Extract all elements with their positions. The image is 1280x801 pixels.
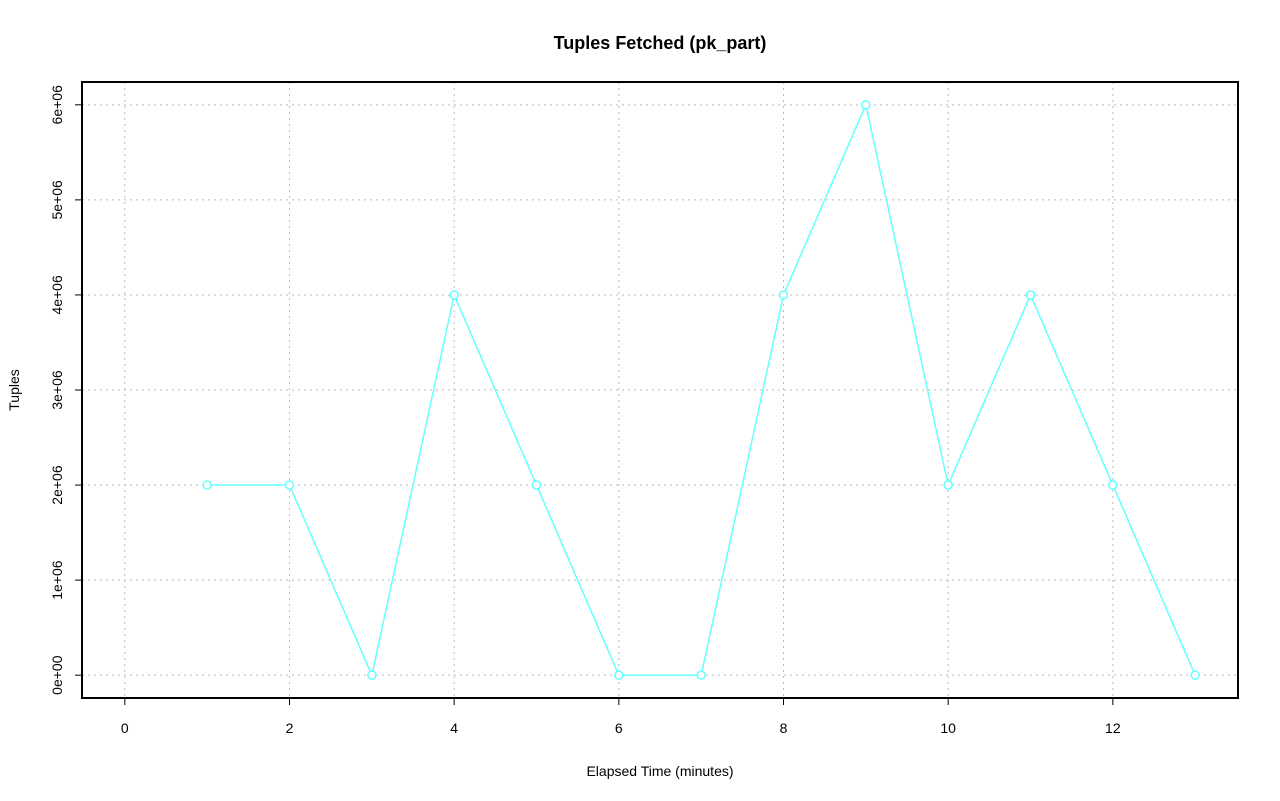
data-point [449, 290, 459, 300]
x-tick-label: 12 [1105, 720, 1121, 736]
data-point [861, 100, 871, 110]
data-point [1190, 670, 1200, 680]
plot-frame [81, 81, 1239, 699]
x-tick-label: 8 [780, 720, 788, 736]
y-tick-label: 3e+06 [49, 370, 65, 410]
data-point [284, 480, 295, 490]
data-point [778, 290, 789, 300]
x-tick-label: 10 [940, 720, 956, 736]
data-point [1025, 290, 1036, 300]
data-point [367, 670, 377, 680]
x-tick-label: 2 [286, 720, 294, 736]
y-tick-label: 0e+00 [49, 655, 65, 695]
data-point [943, 480, 953, 490]
data-point [202, 480, 212, 490]
x-tick-label: 0 [121, 720, 129, 736]
y-axis-label: Tuples [6, 369, 22, 411]
chart-title: Tuples Fetched (pk_part) [554, 33, 767, 53]
y-tick-label: 6e+06 [49, 85, 65, 125]
data-point [614, 670, 624, 680]
y-tick-label: 5e+06 [49, 180, 65, 220]
x-tick-label: 4 [450, 720, 458, 736]
x-tick-label: 6 [615, 720, 623, 736]
y-tick-label: 2e+06 [49, 465, 65, 505]
x-axis-label: Elapsed Time (minutes) [586, 763, 733, 779]
data-point [696, 670, 706, 680]
y-tick-label: 4e+06 [49, 275, 65, 315]
y-tick-label: 1e+06 [49, 560, 65, 600]
data-point [1108, 480, 1118, 490]
data-point [531, 480, 542, 490]
